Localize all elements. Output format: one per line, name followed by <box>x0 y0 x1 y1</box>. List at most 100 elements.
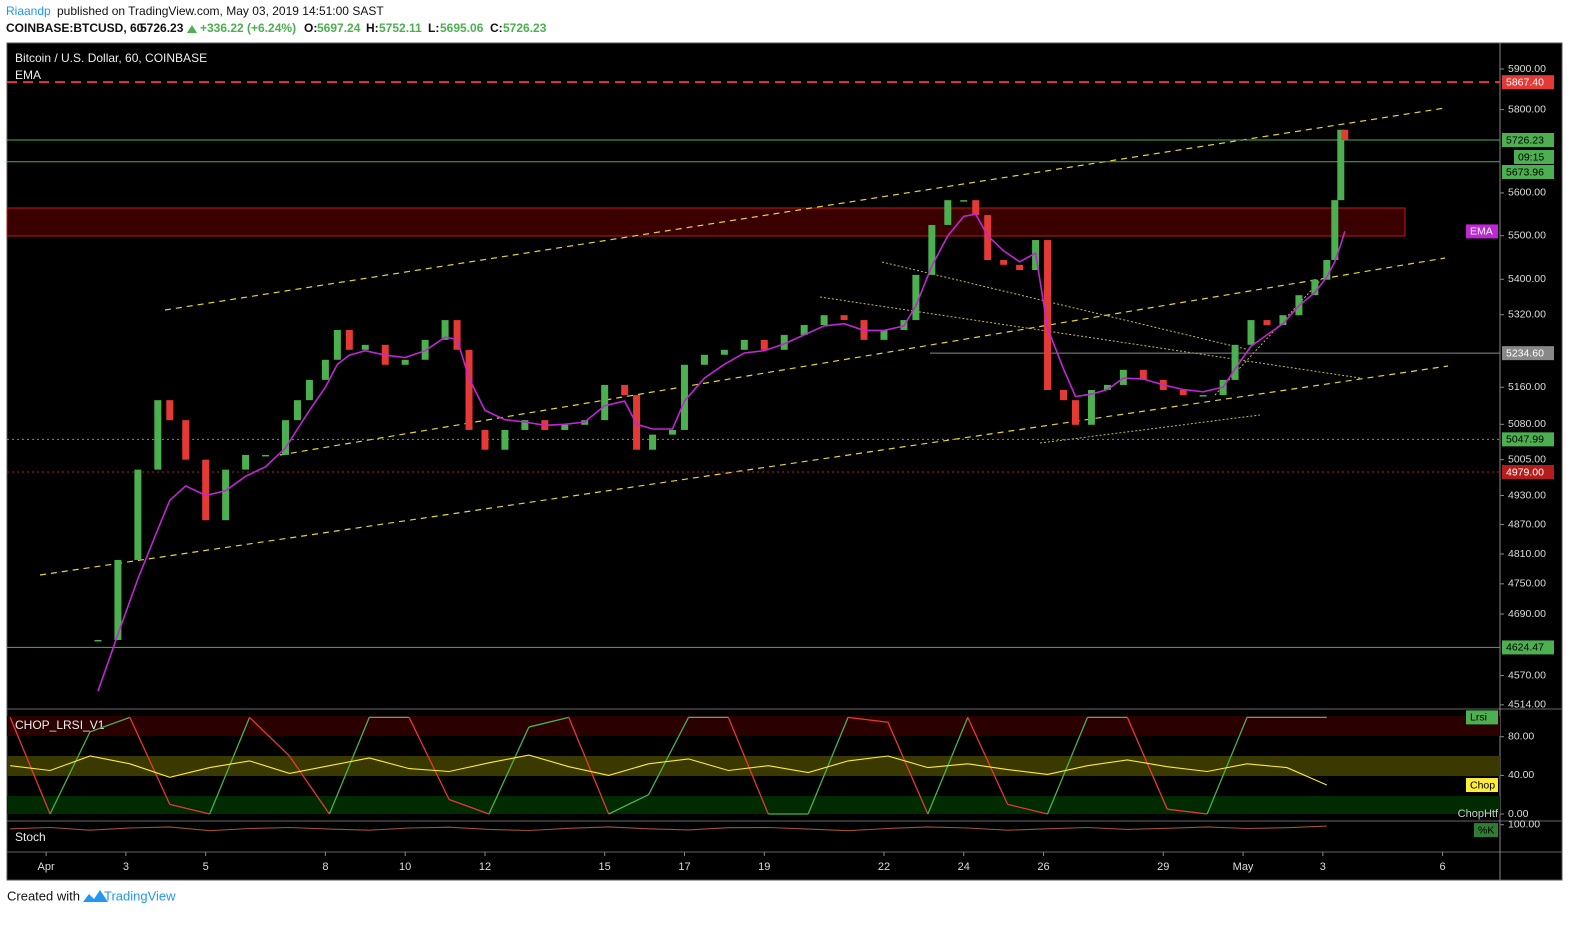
candle <box>720 349 728 355</box>
candle <box>1247 320 1255 345</box>
price-badge-bg <box>1502 432 1554 447</box>
price-badge: 5867.40 <box>1506 76 1544 88</box>
x-tick-label: 17 <box>678 861 690 873</box>
countdown: 09:15 <box>1518 151 1544 163</box>
x-tick-label: 15 <box>599 861 611 873</box>
lrsi-segment <box>408 717 450 800</box>
candle <box>481 429 489 450</box>
y-tick-label: 4870.00 <box>1508 518 1546 530</box>
footer-brand[interactable]: TradingView <box>104 888 176 903</box>
symbol: COINBASE:BTCUSD, 60 <box>6 21 144 35</box>
candle <box>1103 384 1111 391</box>
candle <box>944 200 952 225</box>
candle <box>1331 200 1339 261</box>
trendline <box>819 296 1361 379</box>
y-tick-label: 100.00 <box>1508 819 1540 831</box>
chop-band <box>7 756 1500 776</box>
candle <box>1311 279 1319 296</box>
price-badge-bg <box>1502 640 1554 655</box>
candle <box>465 349 473 430</box>
candle <box>202 459 210 521</box>
published: published on TradingView.com, May 03, 20… <box>57 4 384 18</box>
y-tick-label: 5800.00 <box>1508 103 1546 115</box>
candle <box>361 344 369 350</box>
candle <box>649 434 657 450</box>
pane-title: Stoch <box>15 830 46 844</box>
high-label: H: <box>366 21 379 35</box>
up-arrow <box>187 25 197 33</box>
candle <box>780 334 788 350</box>
candle <box>1263 320 1271 326</box>
lrsi-segment <box>727 717 769 815</box>
candle <box>345 329 353 350</box>
candle <box>1179 390 1187 396</box>
pane-title: CHOP_LRSI_V1 <box>15 718 105 732</box>
lrsi-segment <box>807 717 849 815</box>
lrsi-segment <box>528 716 569 728</box>
series-badge-bg <box>1466 710 1498 725</box>
candle <box>521 420 529 430</box>
price-badge-bg <box>1502 346 1554 361</box>
candle <box>453 320 461 350</box>
x-tick-label: 8 <box>322 861 328 873</box>
trendline <box>279 257 1446 456</box>
candle <box>680 364 688 430</box>
price-badge: 4624.47 <box>1506 642 1544 654</box>
chart-title: Bitcoin / U.S. Dollar, 60, COINBASE <box>15 51 207 65</box>
lrsi-segment <box>89 716 131 733</box>
trendline <box>1039 414 1261 444</box>
y-tick-label: 4930.00 <box>1508 489 1546 501</box>
price-badge: 5673.96 <box>1506 166 1544 178</box>
candle <box>222 469 230 521</box>
candle <box>281 420 289 455</box>
change: +336.22 (+6.24%) <box>200 21 296 35</box>
x-tick-label: May <box>1233 861 1254 873</box>
symbol-line: COINBASE:BTCUSD, 60 5726.23 +336.22 (+6.… <box>6 21 547 35</box>
candle <box>700 354 708 365</box>
candle <box>633 395 641 450</box>
candle <box>1071 400 1079 425</box>
y-tick-label: 4514.00 <box>1508 699 1546 711</box>
y-tick-label: 5160.00 <box>1508 381 1546 393</box>
candle <box>669 429 677 435</box>
price-badge: 5047.99 <box>1506 434 1544 446</box>
trendline <box>881 261 1251 351</box>
x-tick-label: 22 <box>878 861 890 873</box>
legend-entry: EMA <box>15 68 41 82</box>
candle <box>1000 260 1008 265</box>
x-tick-label: Apr <box>38 861 55 873</box>
candle <box>441 320 449 340</box>
lrsi-segment <box>129 717 171 805</box>
price-badge: 5726.23 <box>1506 134 1544 146</box>
candle <box>760 339 768 350</box>
candle <box>333 329 341 360</box>
lrsi-segment <box>608 794 649 815</box>
indicator-label: ChopHtf <box>1458 808 1499 820</box>
candle <box>1044 240 1052 391</box>
candle <box>401 359 409 365</box>
y-tick-label: 40.00 <box>1508 769 1534 781</box>
footer-text: Created with <box>7 888 80 903</box>
x-tick-label: 24 <box>958 861 970 873</box>
lrsi-segment <box>1007 803 1048 815</box>
candle <box>134 469 142 560</box>
low-label: L: <box>428 21 439 35</box>
candle <box>1199 395 1207 397</box>
candle <box>1060 390 1068 401</box>
ema-badge: EMA <box>1470 226 1493 238</box>
last: 5726.23 <box>140 21 184 35</box>
series-badge: %K <box>1478 824 1494 836</box>
oversold-band <box>7 796 1500 814</box>
y-tick-label: 4810.00 <box>1508 548 1546 560</box>
series-badge: Chop <box>1470 779 1495 791</box>
author[interactable]: Riaandp <box>6 4 51 18</box>
candle <box>305 379 313 401</box>
candle <box>166 400 174 421</box>
candle <box>984 215 992 261</box>
candle <box>154 400 162 470</box>
y-tick-label: 5320.00 <box>1508 309 1546 321</box>
x-tick-label: 6 <box>1439 861 1445 873</box>
lrsi-segment <box>448 798 490 815</box>
y-tick-label: 5080.00 <box>1508 418 1546 430</box>
